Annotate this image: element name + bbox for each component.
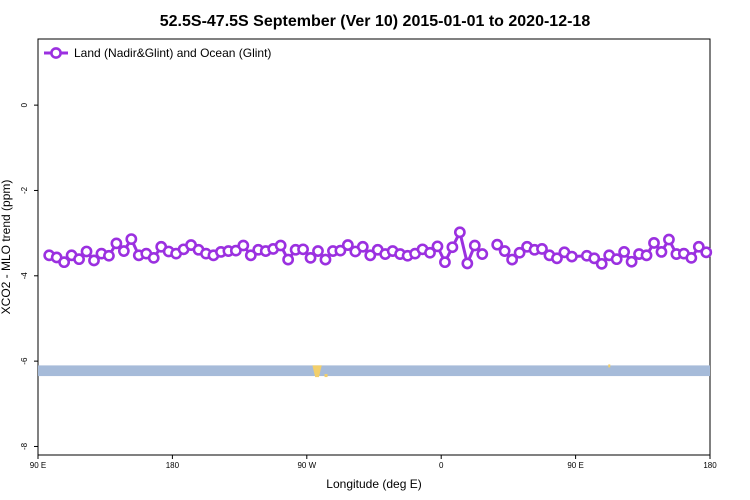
land-patch [312,365,322,378]
y-tick-label: -4 [20,272,29,280]
data-point [468,239,481,252]
surface-band [38,364,710,378]
y-tick-label: -6 [20,357,29,365]
data-point [663,233,675,246]
data-point [640,249,653,262]
ocean-band [38,365,710,377]
land-patch [608,364,611,368]
y-tick-label: 0 [20,102,29,107]
data-point [304,251,317,264]
x-tick-label: 0 [439,461,444,470]
data-point [431,240,444,253]
data-point [282,253,295,266]
data-point [73,253,85,266]
data-point [312,245,324,257]
data-point [685,251,698,264]
plot-frame [37,38,711,456]
data-point [491,238,504,251]
data-point [341,239,354,251]
data-point [147,251,160,264]
x-axis-label: Longitude (deg E) [326,477,421,491]
data-point [536,243,548,255]
x-tick-label: 180 [166,461,180,470]
data-point [692,240,705,253]
land-patch [324,374,328,378]
series-layer [43,226,713,270]
data-point [364,249,377,262]
data-point [80,245,93,258]
legend-marker [50,47,62,59]
legend: Land (Nadir&Glint) and Ocean (Glint) [44,46,271,60]
chart-title: 52.5S-47.5S September (Ver 10) 2015-01-0… [160,13,591,30]
data-point [618,246,631,258]
data-point [446,241,459,254]
data-point [237,239,250,252]
x-tick-label: 90 E [30,461,46,470]
data-point [297,243,309,256]
x-tick-label: 180 [703,461,717,470]
x-axis: 90 E 180 90 W 0 90 E 180 [30,455,717,470]
data-point [655,246,668,258]
data-point [551,252,563,265]
data-point [498,245,511,257]
data-point [476,248,489,260]
data-point [439,256,451,269]
data-point [58,256,71,269]
data-point [610,253,623,266]
x-tick-label: 90 W [297,461,316,470]
data-point [244,249,257,262]
data-point [274,239,287,252]
y-axis: 0 -2 -4 -6 -8 [20,102,38,450]
data-point [588,252,601,265]
data-point [648,237,660,249]
legend-entry-label: Land (Nadir&Glint) and Ocean (Glint) [74,46,271,60]
y-tick-label: -2 [20,186,29,194]
data-point [506,253,519,266]
data-point [356,240,369,253]
data-point [117,245,130,257]
data-point [424,246,436,259]
y-axis-label: XCO2 - MLO trend (ppm) [0,180,13,315]
data-point [125,233,138,246]
y-tick-label: -8 [20,442,29,450]
data-point [565,250,578,263]
data-point [319,253,332,266]
data-point [625,255,638,268]
data-point [88,254,100,267]
x-tick-label: 90 E [567,461,583,470]
data-point [334,244,347,257]
data-point [461,257,474,270]
data-point [110,237,123,250]
data-point [453,226,466,239]
data-point [700,246,713,259]
data-point [595,257,608,270]
data-point [513,246,526,259]
data-point [103,249,115,262]
